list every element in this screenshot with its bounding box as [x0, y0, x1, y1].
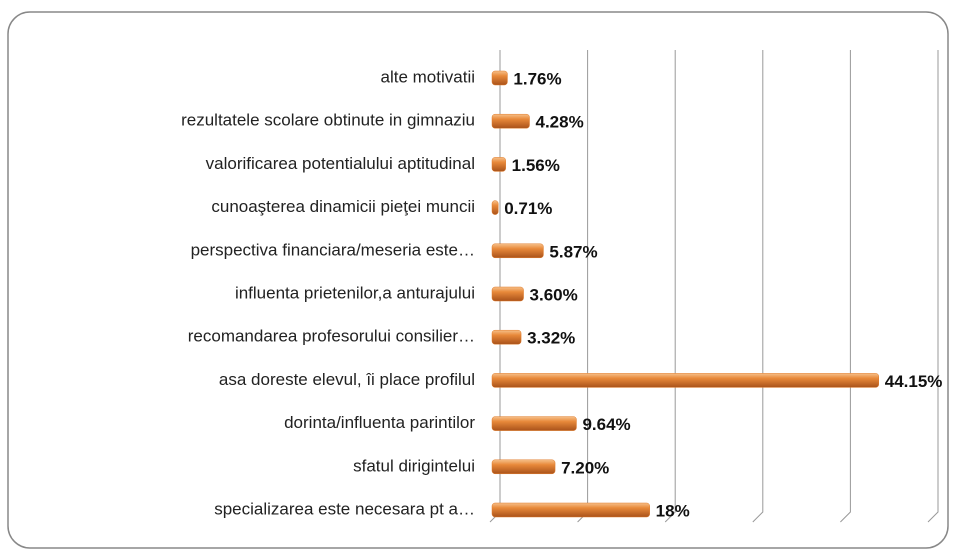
- value-label: 9.64%: [582, 415, 630, 434]
- category-label: alte motivatii: [381, 67, 475, 86]
- bar: [491, 373, 880, 388]
- bar: [491, 70, 508, 86]
- value-label: 7.20%: [561, 458, 609, 477]
- bar: [491, 416, 577, 431]
- bar: [491, 243, 544, 259]
- category-label: influenta prietenilor,a anturajului: [235, 283, 475, 302]
- grid-line: [840, 50, 851, 523]
- category-label: dorinta/influenta parintilor: [284, 413, 475, 432]
- value-label: 5.87%: [549, 242, 597, 261]
- bar: [491, 502, 650, 518]
- bar: [491, 200, 499, 215]
- value-label: 1.56%: [512, 156, 560, 175]
- value-label: 4.28%: [535, 113, 583, 132]
- bar: [491, 459, 556, 475]
- bar: [491, 113, 530, 129]
- category-label: rezultatele scolare obtinute in gimnaziu: [181, 111, 475, 130]
- grid-line: [664, 50, 676, 523]
- bar: [491, 329, 522, 345]
- value-label: 3.60%: [530, 285, 578, 304]
- value-label: 3.32%: [527, 329, 575, 348]
- chart-frame: [7, 11, 949, 549]
- value-label: 44.15%: [885, 372, 943, 391]
- category-label: recomandarea profesorului consilier…: [188, 327, 475, 346]
- value-label: 1.76%: [513, 69, 561, 88]
- category-label: specializarea este necesara pt a…: [214, 499, 475, 518]
- category-label: asa doreste elevul, îi place profilul: [219, 370, 475, 389]
- grid-line: [927, 50, 939, 523]
- bar: [491, 157, 506, 172]
- category-label: sfatul dirigintelui: [353, 456, 475, 475]
- bar: [491, 286, 524, 302]
- grid-line: [752, 50, 764, 523]
- value-label: 0.71%: [504, 199, 552, 218]
- category-label: cunoaşterea dinamicii pieţei muncii: [211, 197, 475, 216]
- category-label: perspectiva financiara/meseria este…: [191, 240, 475, 259]
- value-label: 18%: [656, 501, 690, 520]
- category-label: valorificarea potentialului aptitudinal: [206, 154, 475, 173]
